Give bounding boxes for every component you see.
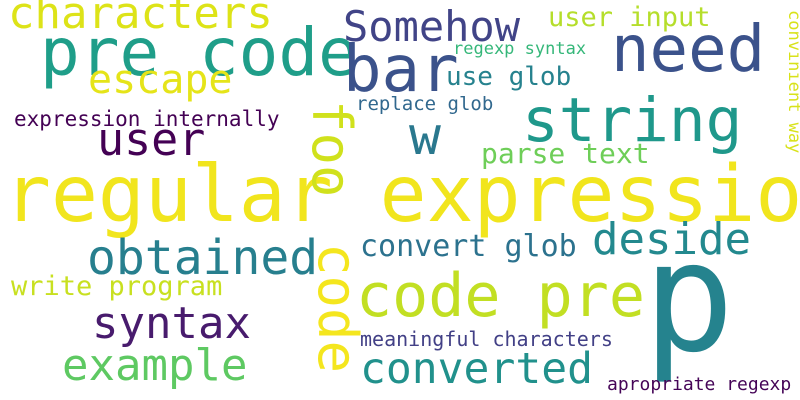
word-replace-glob: replace glob: [356, 93, 494, 115]
word-code-pre: code pre: [356, 261, 645, 331]
word-meaningful-characters: meaningful characters: [360, 327, 613, 351]
word-pre-code: pre code: [40, 14, 358, 91]
word-converted: converted: [360, 344, 593, 394]
word-regexp-syntax: regexp syntax: [453, 39, 587, 59]
word-convinient-way: convinient way: [784, 10, 800, 154]
word-w: w: [409, 106, 441, 167]
word-obtained: obtained: [87, 230, 319, 286]
word-user: user: [97, 113, 206, 166]
word-apropriate-regexp: apropriate regexp: [607, 374, 792, 395]
word-deside: deside: [592, 214, 751, 265]
word-string: string: [522, 85, 743, 156]
word-example: example: [62, 340, 248, 391]
word-foo: foo: [300, 100, 363, 198]
word-bar: bar: [343, 33, 459, 107]
word-use-glob: use glob: [446, 62, 572, 92]
word-regular-expression: regular expression: [4, 150, 800, 240]
word-parse-text: parse text: [481, 137, 650, 170]
word-characters: characters: [8, 0, 273, 39]
word-syntax: syntax: [92, 298, 251, 349]
word-need: need: [611, 13, 766, 87]
word-write-program: write program: [11, 271, 223, 302]
word-user-input: user input: [548, 2, 711, 33]
word-expression-internally: expression internally: [14, 107, 280, 131]
word-escape: escape: [88, 57, 233, 103]
word-convert-glob: convert glob: [360, 229, 577, 264]
word-somehow: Somehow: [343, 2, 521, 51]
word-p: p: [643, 209, 735, 386]
